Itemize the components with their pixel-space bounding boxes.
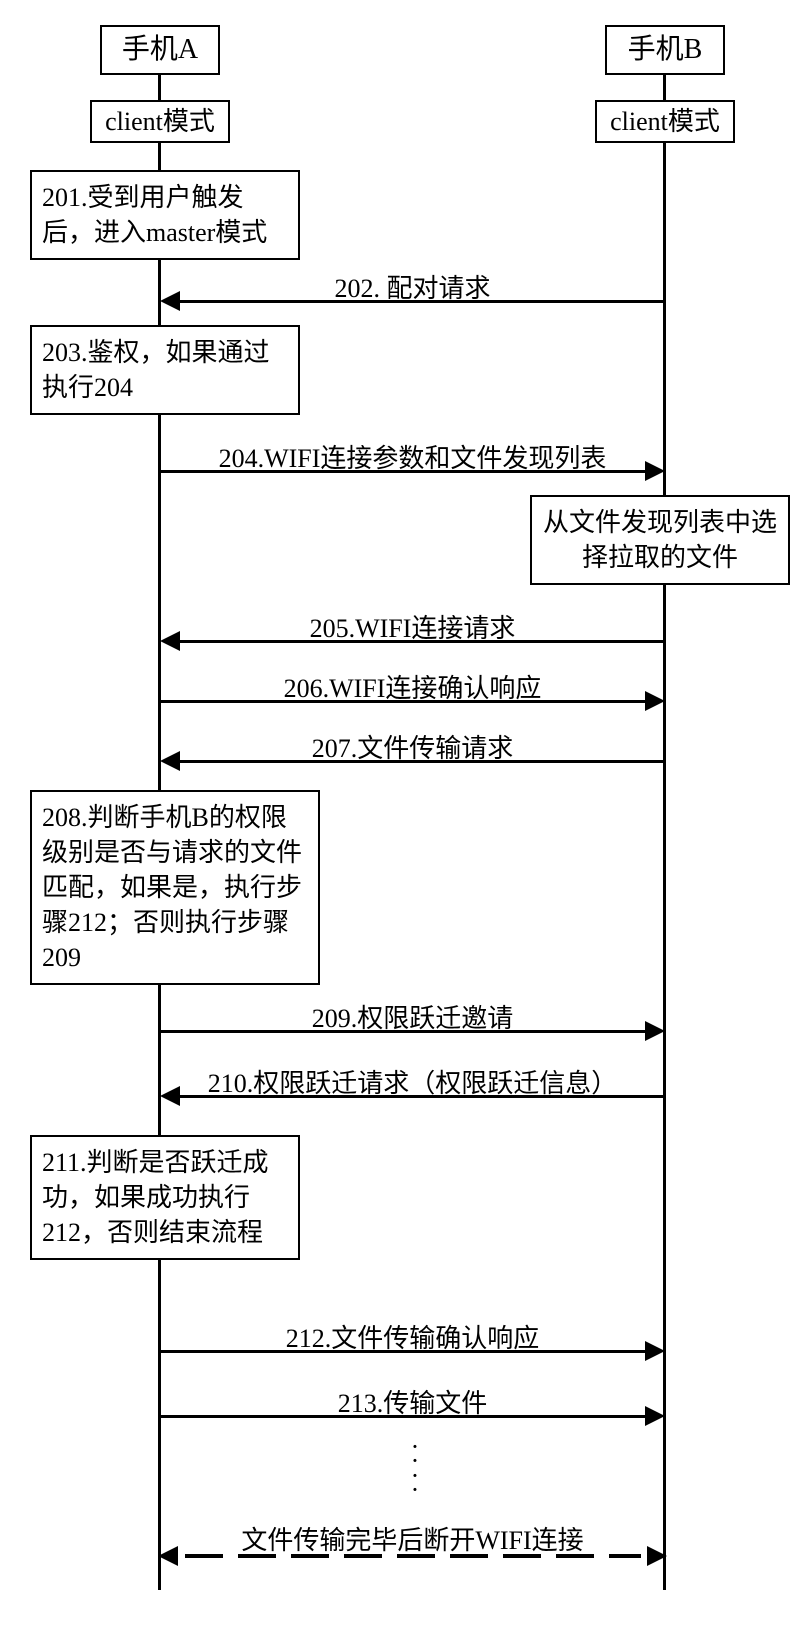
msg-209-line: [160, 1030, 647, 1033]
pick-file-box: 从文件发现列表中选择拉取的文件: [530, 495, 790, 585]
msg-212-line: [160, 1350, 647, 1353]
msg-202-line: [178, 300, 665, 303]
msg-end-dash: [397, 1554, 435, 1558]
msg-213-line: [160, 1415, 647, 1418]
msg-end-dash: [344, 1554, 382, 1558]
mode-a: client模式: [90, 100, 230, 143]
msg-207-head: [160, 751, 180, 771]
step-203-box: 203.鉴权，如果通过执行204: [30, 325, 300, 415]
msg-end-dash: [609, 1554, 641, 1558]
msg-210-line: [178, 1095, 665, 1098]
msg-207-line: [178, 760, 665, 763]
msg-210-head: [160, 1086, 180, 1106]
msg-204-line: [160, 470, 647, 473]
msg-end-head-right: [647, 1546, 667, 1566]
msg-202-head: [160, 291, 180, 311]
msg-204-head: [645, 461, 665, 481]
step-201-box: 201.受到用户触发后，进入master模式: [30, 170, 300, 260]
msg-213-head: [645, 1406, 665, 1426]
step-211-box: 211.判断是否跃迁成功，如果成功执行212，否则结束流程: [30, 1135, 300, 1260]
header-phone-a: 手机A: [100, 25, 220, 75]
msg-206-head: [645, 691, 665, 711]
mode-b: client模式: [595, 100, 735, 143]
msg-209-head: [645, 1021, 665, 1041]
msg-end-dash: [185, 1554, 223, 1558]
header-phone-b: 手机B: [605, 25, 725, 75]
msg-205-line: [178, 640, 665, 643]
ellipsis-icon: ····: [400, 1440, 430, 1497]
msg-205-head: [160, 631, 180, 651]
msg-end-dash: [238, 1554, 276, 1558]
step-208-box: 208.判断手机B的权限级别是否与请求的文件匹配，如果是，执行步骤212；否则执…: [30, 790, 320, 985]
msg-end-dash: [503, 1554, 541, 1558]
msg-206-line: [160, 700, 647, 703]
msg-end-dash: [450, 1554, 488, 1558]
msg-end-head-left: [158, 1546, 178, 1566]
msg-end-dash: [556, 1554, 594, 1558]
msg-end-dash: [291, 1554, 329, 1558]
msg-212-head: [645, 1341, 665, 1361]
sequence-diagram: 手机A 手机B client模式 client模式 201.受到用户触发后，进入…: [0, 0, 800, 1645]
msg-end-label: 文件传输完毕后断开WIFI连接: [160, 1520, 665, 1557]
